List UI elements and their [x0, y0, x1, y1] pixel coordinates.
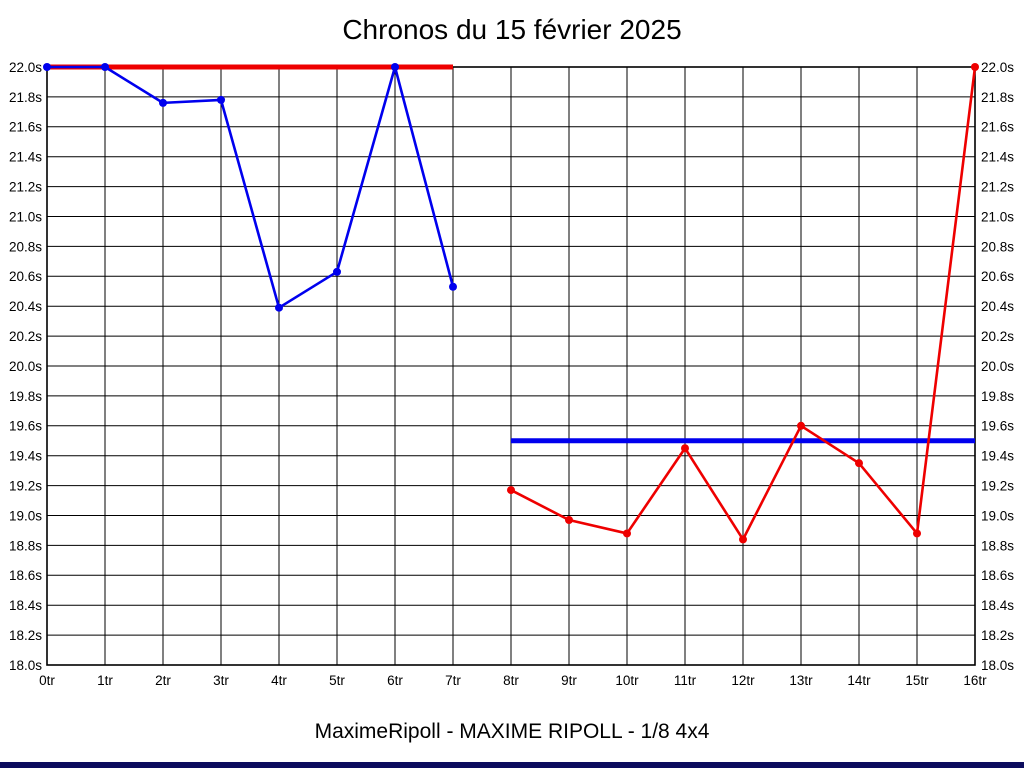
- series-red-run2-point: [739, 535, 747, 544]
- y-axis-tick-label-left: 20.4s: [9, 299, 42, 314]
- chart-caption: MaximeRipoll - MAXIME RIPOLL - 1/8 4x4: [314, 720, 710, 743]
- y-axis-tick-label-right: 21.2s: [981, 179, 1014, 194]
- y-axis-tick-label-right: 19.0s: [981, 508, 1014, 523]
- series-blue-run1-point: [391, 63, 399, 71]
- y-axis-tick-label-left: 21.2s: [9, 179, 42, 194]
- series-blue-run1-point: [333, 267, 341, 276]
- y-axis-tick-label-left: 20.8s: [9, 239, 42, 254]
- series-blue-run1-point: [159, 98, 167, 107]
- y-axis-tick-label-left: 19.2s: [9, 478, 42, 493]
- series-blue-run1-point: [43, 63, 51, 71]
- y-axis-tick-label-right: 20.6s: [981, 269, 1014, 284]
- x-axis-tick-label: 5tr: [329, 673, 345, 688]
- series-red-run2-point: [971, 63, 979, 71]
- y-axis-tick-label-left: 20.0s: [9, 359, 42, 374]
- y-axis-tick-label-right: 18.4s: [981, 598, 1014, 613]
- y-axis-tick-label-left: 20.6s: [9, 269, 42, 284]
- chart-canvas: 22.0s 22.0s 21.8s 21.8s 21.6s 21.6s 21.4s 21.4s…: [9, 60, 1014, 688]
- series-red-run2-point: [623, 529, 631, 538]
- x-axis-tick-label: 11tr: [674, 673, 697, 688]
- series-red-run2-point: [797, 421, 805, 430]
- y-axis-tick-label-right: 19.8s: [981, 389, 1014, 404]
- y-axis-tick-label-right: 18.8s: [981, 538, 1014, 553]
- series-blue-run1-line: [47, 65, 455, 309]
- y-axis-tick-label-left: 19.8s: [9, 389, 42, 404]
- y-axis-tick-label-right: 21.0s: [981, 209, 1014, 224]
- y-axis-tick-label-left: 20.2s: [9, 329, 42, 344]
- y-axis-tick-label-right: 18.2s: [981, 628, 1014, 643]
- y-axis-tick-label-right: 18.0s: [981, 658, 1014, 673]
- y-axis-tick-label-left: 22.0s: [9, 60, 42, 75]
- x-axis-tick-label: 0tr: [39, 673, 55, 688]
- window-bottom-bar: [0, 762, 1024, 768]
- y-axis-tick-label-right: 20.4s: [981, 299, 1014, 314]
- y-axis-tick-label-left: 21.6s: [9, 120, 42, 135]
- x-axis-tick-label: 10tr: [615, 673, 639, 688]
- y-axis-tick-label-left: 21.8s: [9, 90, 42, 105]
- chart-title: Chronos du 15 février 2025: [342, 14, 682, 45]
- y-axis-tick-label-right: 19.2s: [981, 478, 1014, 493]
- series-blue-run1-point: [217, 95, 225, 104]
- x-axis-tick-label: 7tr: [445, 673, 461, 688]
- series-blue-run1-point: [275, 303, 283, 312]
- y-axis-tick-label-right: 20.2s: [981, 329, 1014, 344]
- y-axis-tick-label-left: 18.2s: [9, 628, 42, 643]
- x-axis-tick-label: 6tr: [387, 673, 403, 688]
- x-axis-tick-label: 12tr: [731, 673, 755, 688]
- series-red-run2-point: [913, 529, 921, 538]
- plot-frame: [46, 66, 976, 666]
- y-axis-tick-label-right: 20.8s: [981, 239, 1014, 254]
- x-axis-tick-label: 16tr: [963, 673, 987, 688]
- y-axis-tick-label-right: 22.0s: [981, 60, 1014, 75]
- y-axis-tick-label-right: 18.6s: [981, 568, 1014, 583]
- x-axis-tick-label: 3tr: [213, 673, 229, 688]
- y-axis-tick-label-left: 21.4s: [9, 150, 42, 165]
- x-axis-tick-label: 9tr: [561, 673, 577, 688]
- y-axis-tick-label-left: 21.0s: [9, 209, 42, 224]
- series-red-run2-point: [507, 486, 515, 495]
- series-red-run2-point: [565, 515, 573, 524]
- y-axis-tick-label-left: 18.6s: [9, 568, 42, 583]
- y-axis-tick-label-right: 21.4s: [981, 150, 1014, 165]
- x-axis-tick-label: 13tr: [789, 673, 813, 688]
- series-red-run2-point: [855, 459, 863, 468]
- x-axis-tick-label: 4tr: [271, 673, 287, 688]
- y-axis-tick-label-left: 19.0s: [9, 508, 42, 523]
- x-axis-tick-label: 2tr: [155, 673, 171, 688]
- y-axis-tick-label-left: 18.8s: [9, 538, 42, 553]
- x-axis-tick-label: 15tr: [905, 673, 929, 688]
- series-blue-run1-point: [449, 282, 457, 291]
- y-axis-tick-label-left: 18.4s: [9, 598, 42, 613]
- y-axis-tick-label-right: 21.6s: [981, 120, 1014, 135]
- y-axis-tick-label-right: 21.8s: [981, 90, 1014, 105]
- x-axis-tick-label: 14tr: [847, 673, 871, 688]
- y-axis-tick-label-right: 19.6s: [981, 419, 1014, 434]
- x-axis-tick-label: 8tr: [503, 673, 519, 688]
- x-axis-tick-label: 1tr: [97, 673, 113, 688]
- y-axis-tick-label-left: 18.0s: [9, 658, 42, 673]
- y-axis-tick-label-right: 20.0s: [981, 359, 1014, 374]
- y-axis-tick-label-left: 19.4s: [9, 449, 42, 464]
- y-axis-tick-label-left: 19.6s: [9, 419, 42, 434]
- series-red-run2-point: [681, 444, 689, 453]
- y-axis-tick-label-right: 19.4s: [981, 449, 1014, 464]
- series-blue-run1-point: [101, 63, 109, 71]
